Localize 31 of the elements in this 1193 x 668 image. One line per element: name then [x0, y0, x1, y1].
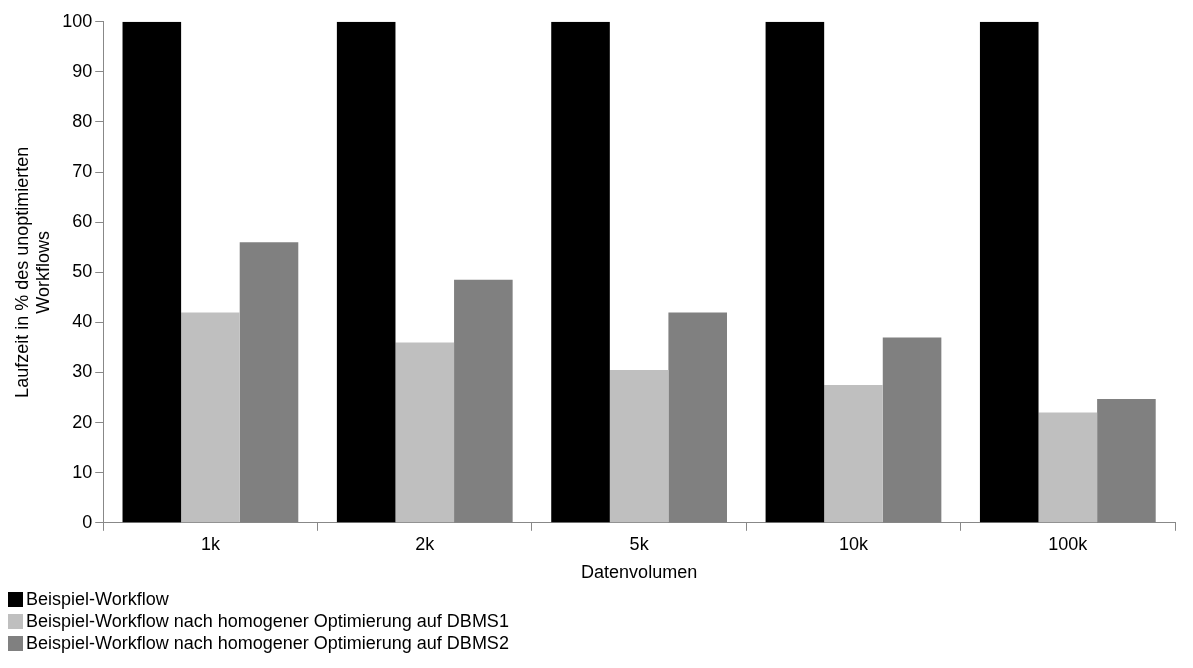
y-tick-label: 80: [72, 110, 93, 131]
y-tick-label: 50: [72, 261, 93, 282]
y-tick-label: 0: [82, 511, 93, 532]
bar: [336, 21, 396, 523]
x-tick-label: 10k: [838, 533, 869, 554]
x-axis-title: Datenvolumen: [581, 562, 698, 583]
y-tick-label: 20: [72, 411, 93, 432]
y-tick-label: 100: [62, 10, 93, 31]
y-tick-label: 10: [72, 461, 93, 482]
y-tick-label: 60: [72, 211, 93, 232]
y-tick-label: 40: [72, 311, 93, 332]
x-tick-label: 100k: [1048, 533, 1089, 554]
bar: [824, 385, 883, 523]
y-axis-title: Laufzeit in % des unoptimierten Workflows: [11, 146, 54, 398]
x-tick-label: 1k: [200, 533, 221, 554]
legend-label: Beispiel-Workflow: [26, 588, 169, 610]
bar: [1038, 412, 1098, 523]
y-tick-label: 90: [72, 60, 93, 81]
bar: [609, 370, 669, 523]
bar: [979, 21, 1039, 523]
bar: [122, 21, 182, 523]
y-tick-label: 70: [72, 161, 93, 182]
bar: [181, 312, 240, 523]
x-tick-label: 5k: [629, 533, 650, 554]
y-tick-label: 30: [72, 361, 93, 382]
bar: [395, 342, 455, 523]
bar: [765, 21, 825, 523]
x-tick-label: 2k: [415, 533, 436, 554]
legend-label: Beispiel-Workflow nach homogener Optimierung auf DBMS1: [26, 610, 509, 632]
legend-label: Beispiel-Workflow nach homogener Optimierung auf DBMS2: [26, 632, 509, 654]
bar: [551, 21, 610, 523]
